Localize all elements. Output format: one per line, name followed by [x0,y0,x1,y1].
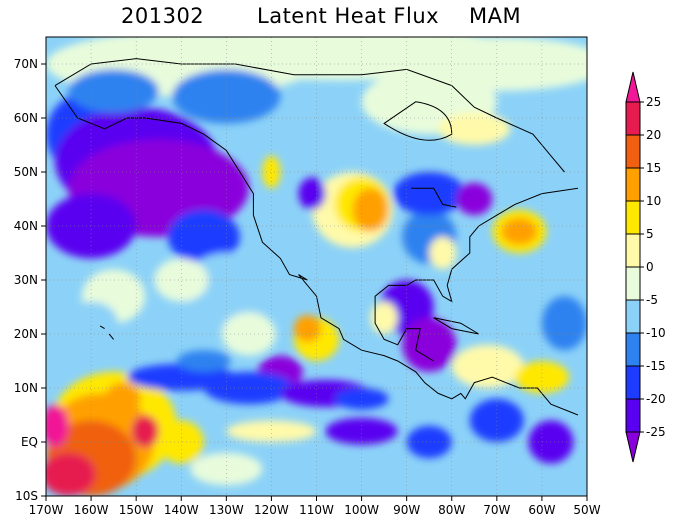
anomaly-region [167,209,240,264]
title-date: 201302 [121,4,205,28]
colorbar-segment [625,266,641,301]
anomaly-region [64,301,119,345]
x-tick-label: 130W [209,503,244,517]
colorbar-label: 5 [646,227,654,241]
colorbar-label: 10 [646,194,661,208]
anomaly-region [501,217,538,245]
anomaly-region [334,388,389,410]
colorbar-label: 0 [646,260,654,274]
anomaly-region [226,420,317,443]
anomaly-region [456,182,493,216]
y-axis: 10S EQ 10N 20N 30N 40N 50N 60N 70N [14,57,46,503]
anomaly-region [68,69,159,113]
coastline [54,85,579,416]
x-axis: 170W 160W 150W 140W 130W 120W 110W 100W 90W 80W 70… [29,496,601,517]
anomaly-region [352,188,389,232]
x-tick-label: 50W [573,503,600,517]
anomaly-region [46,193,137,259]
colorbar-segment [625,233,641,268]
x-tick-label: 120W [254,503,289,517]
x-tick-label: 100W [344,503,379,517]
anomaly-region [370,301,398,334]
anomaly-region [469,398,524,442]
y-tick-label: 60N [14,111,38,125]
anomaly-region [46,404,69,448]
title-variable: Latent Heat Flux [257,4,440,28]
y-tick-label: 70N [14,57,38,71]
colorbar-label: -10 [646,326,666,340]
anomaly-region [325,417,398,445]
hawaii-outline [99,325,115,340]
y-tick-label: 10S [15,489,38,503]
y-tick-label: 30N [14,273,38,287]
anomaly-region [451,344,524,388]
map-field [46,37,587,496]
colorbar: -25 -20 -15 -10 -5 0 5 10 15 20 25 [625,71,666,463]
anomaly-region [262,155,281,189]
colorbar-segment [625,101,641,136]
y-tick-label: 40N [14,219,38,233]
x-tick-label: 150W [119,503,154,517]
colorbar-label: 20 [646,128,661,142]
colorbar-label: -25 [646,425,666,439]
anomaly-region [104,382,141,415]
colorbar-label: -20 [646,392,666,406]
x-tick-label: 60W [528,503,555,517]
colorbar-label: -15 [646,359,666,373]
colorbar-segment [625,200,641,235]
coastline [374,187,579,362]
anomaly-region [46,452,96,496]
coastline [54,58,565,173]
x-tick-label: 140W [164,503,199,517]
colorbar-segment [625,167,641,202]
anomaly-region [298,177,326,210]
anomaly-region [221,312,276,356]
anomaly-region [438,112,511,145]
x-tick-label: 70W [483,503,510,517]
colorbar-label: 15 [646,161,661,175]
x-tick-label: 160W [74,503,109,517]
colorbar-label: -5 [646,293,658,307]
colorbar-bottom-arrow [625,431,641,463]
anomaly-region [176,350,231,372]
anomaly-region [293,315,322,343]
y-tick-label: 10N [14,381,38,395]
colorbar-segment [625,134,641,169]
anomaly-region [541,296,587,351]
gridlines [46,37,587,496]
title-season: MAM [469,4,522,28]
hudson-bay-outline [383,101,453,141]
anomaly-region [172,69,281,124]
anomaly-region [393,172,466,216]
anomaly-region [131,415,159,448]
colorbar-top-arrow [625,71,641,103]
colorbar-segment [625,299,641,334]
x-tick-label: 80W [438,503,465,517]
coastlines [54,58,579,416]
anomaly-region [154,258,209,302]
great-lakes-outline [411,187,457,208]
anomaly-region [429,236,457,270]
colorbar-segment [625,332,641,367]
x-tick-label: 170W [29,503,64,517]
y-tick-label: EQ [21,435,38,449]
anomaly-region [402,317,457,372]
y-tick-label: 20N [14,327,38,341]
x-tick-label: 110W [299,503,334,517]
colorbar-label: 25 [646,95,661,109]
anomaly-region [406,425,452,459]
chart-title: 201302 Latent Heat Flux MAM [0,4,676,34]
colorbar-segment [625,398,641,433]
y-tick-label: 50N [14,165,38,179]
colorbar-segment [625,365,641,400]
x-tick-label: 90W [393,503,420,517]
